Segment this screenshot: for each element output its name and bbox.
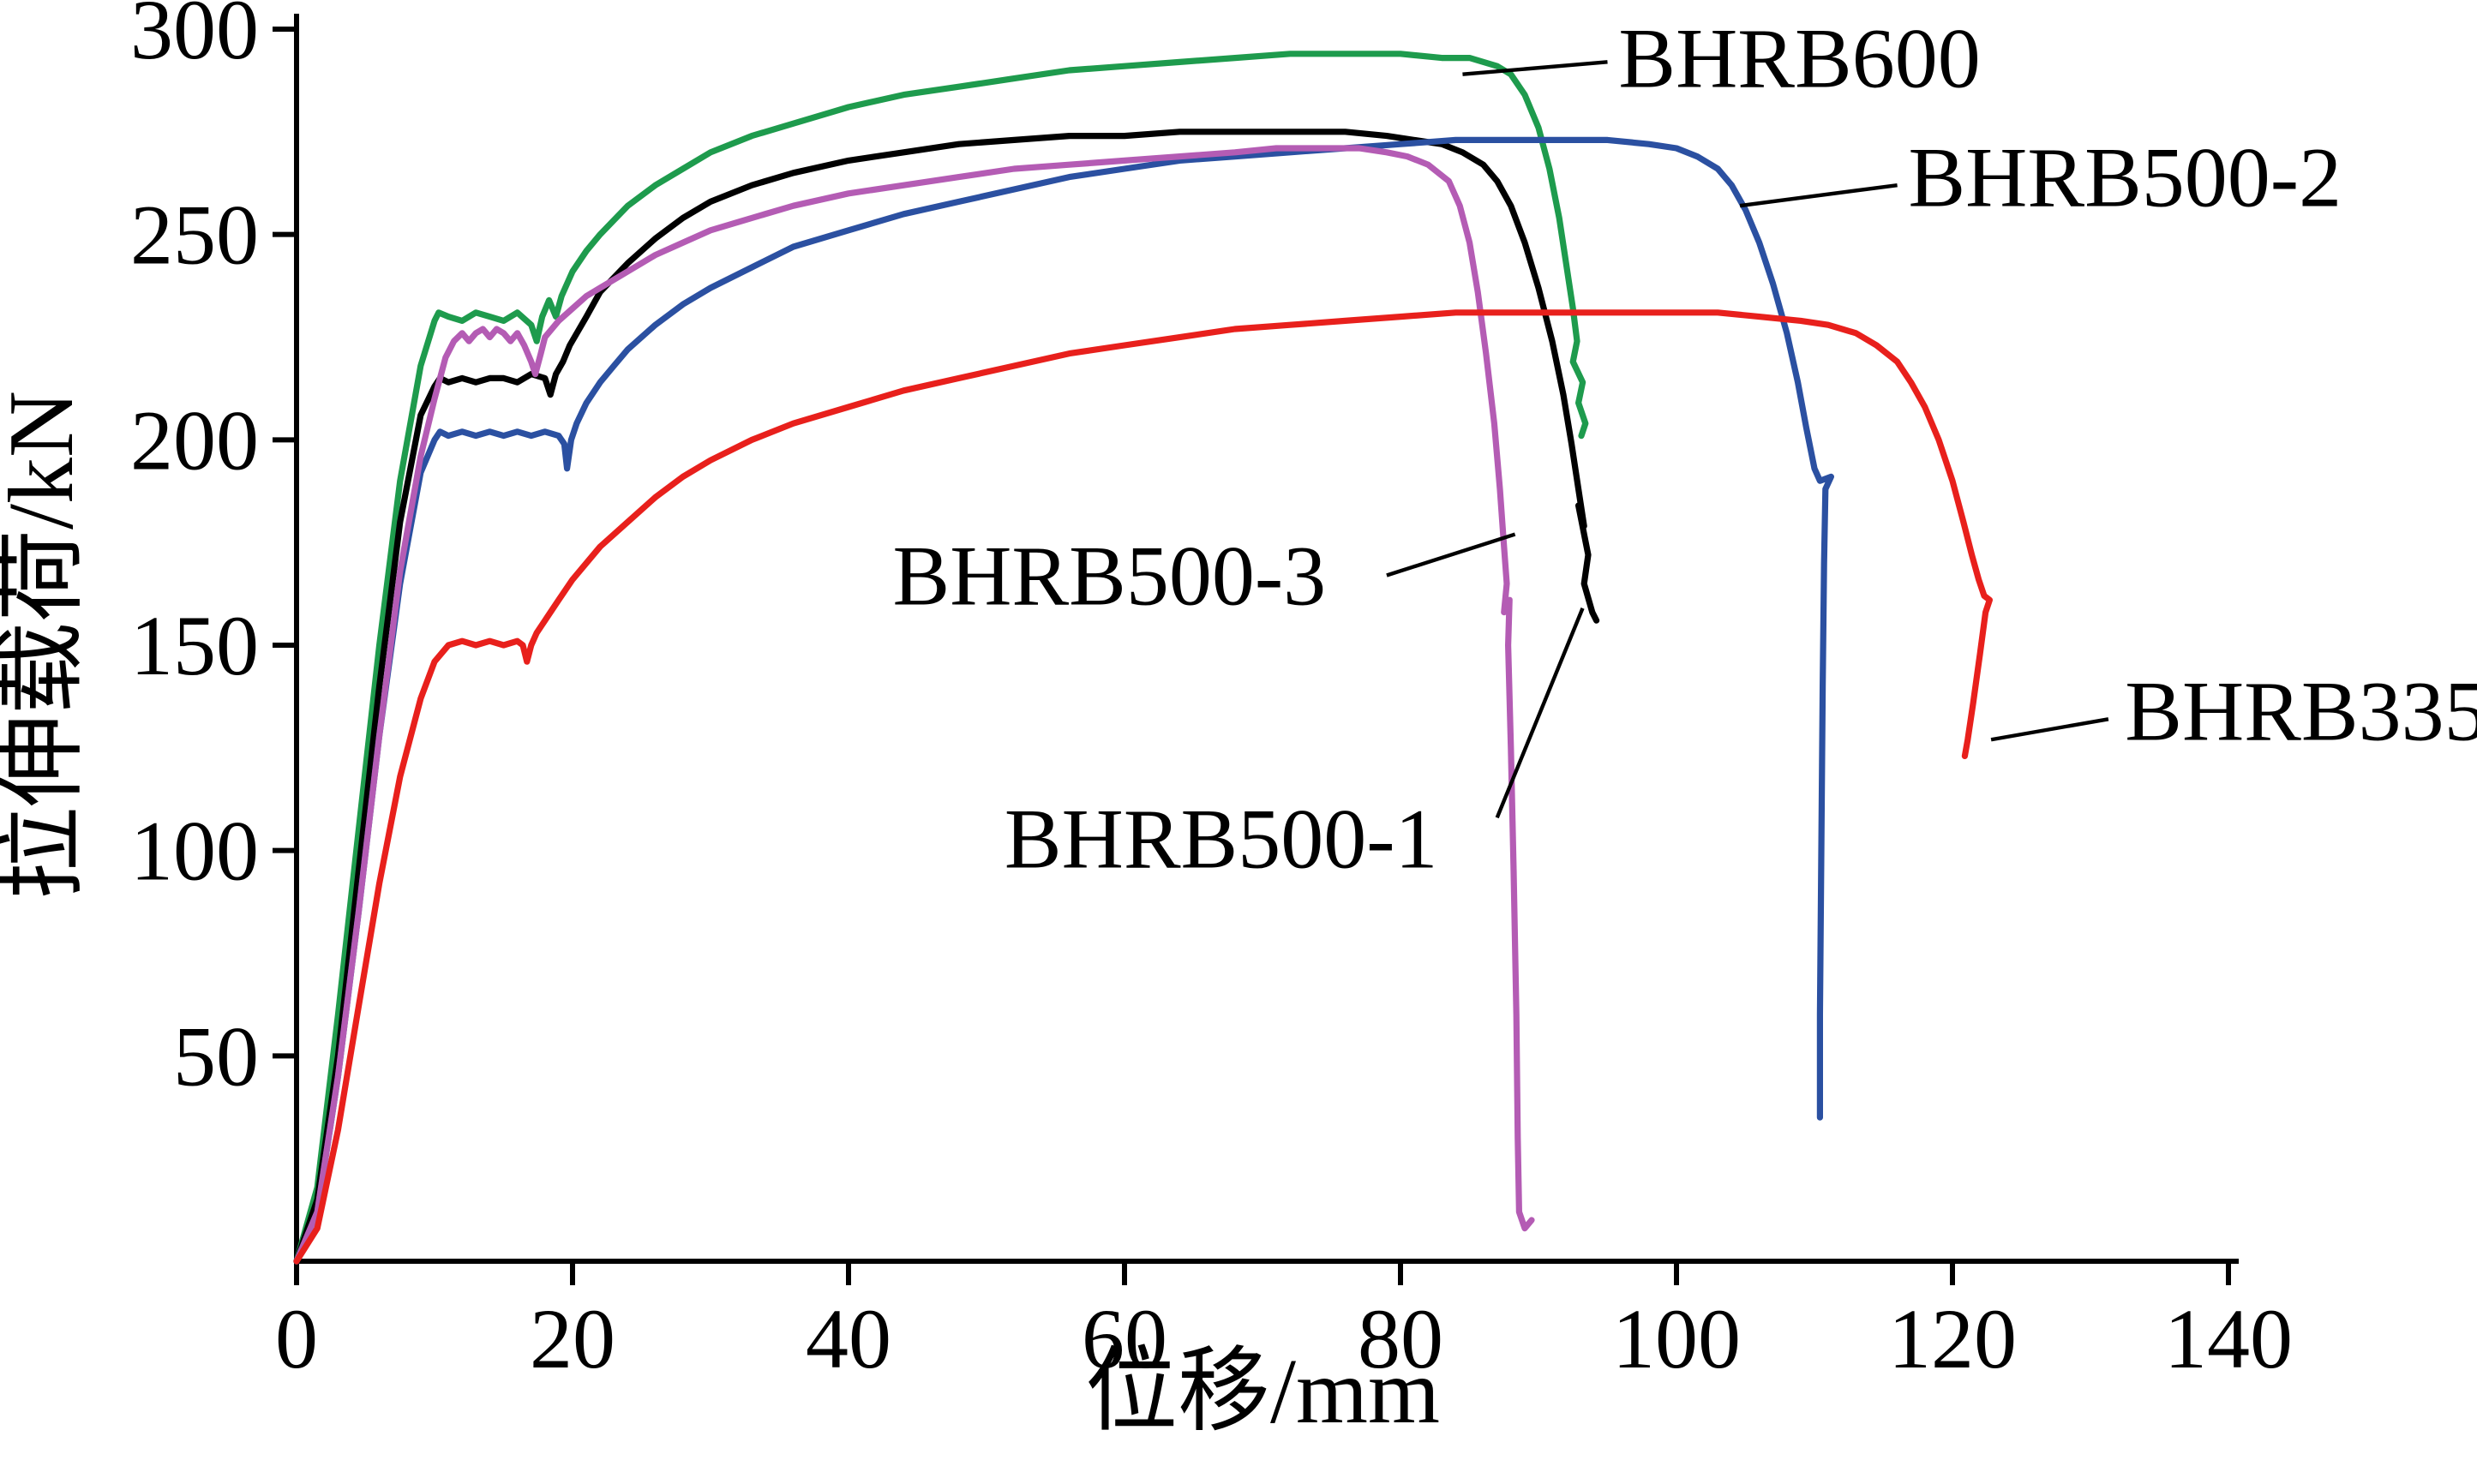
x-tick-label: 40 (806, 1291, 891, 1386)
x-tick-label: 20 (530, 1291, 615, 1386)
x-tick-label: 120 (1888, 1291, 2017, 1386)
x-tick-label: 140 (2164, 1291, 2293, 1386)
y-axis-title: 拉伸载荷/kN (0, 391, 93, 900)
x-tick-label: 0 (275, 1291, 318, 1386)
y-tick-label: 200 (130, 392, 259, 488)
series-BHRB335 (293, 309, 1993, 1265)
x-axis-title: 位移/mm (1085, 1341, 1440, 1443)
annotation-label-BHRB500-2: BHRB500-2 (1908, 130, 2342, 225)
annotation-leader-BHRB600 (1462, 60, 1608, 76)
x-tick-label: 100 (1612, 1291, 1741, 1386)
annotation-label-BHRB335: BHRB335 (2125, 664, 2477, 759)
annotation-leader-BHRB335 (1990, 717, 2109, 742)
annotation-leader-BHRB500-2 (1739, 183, 1898, 208)
y-tick-label: 300 (130, 0, 259, 77)
annotation-label-BHRB500-1: BHRB500-1 (1005, 791, 1438, 886)
y-tick-label: 50 (173, 1008, 259, 1104)
series-BHRB600 (293, 51, 1589, 1265)
y-tick-label: 150 (130, 598, 259, 693)
annotation-label-BHRB600: BHRB600 (1618, 11, 1980, 106)
y-tick-label: 100 (130, 804, 259, 899)
annotation-label-BHRB500-3: BHRB500-3 (893, 529, 1327, 624)
series-BHRB500-2 (293, 136, 1834, 1265)
annotation-leader-BHRB500-1 (1495, 607, 1585, 819)
x-tick-label: 80 (1358, 1291, 1443, 1386)
series-BHRB500-1 (293, 129, 1600, 1265)
y-tick-label: 250 (130, 188, 259, 283)
annotation-leader-BHRB500-3 (1386, 532, 1516, 577)
x-tick-label: 60 (1082, 1291, 1167, 1386)
